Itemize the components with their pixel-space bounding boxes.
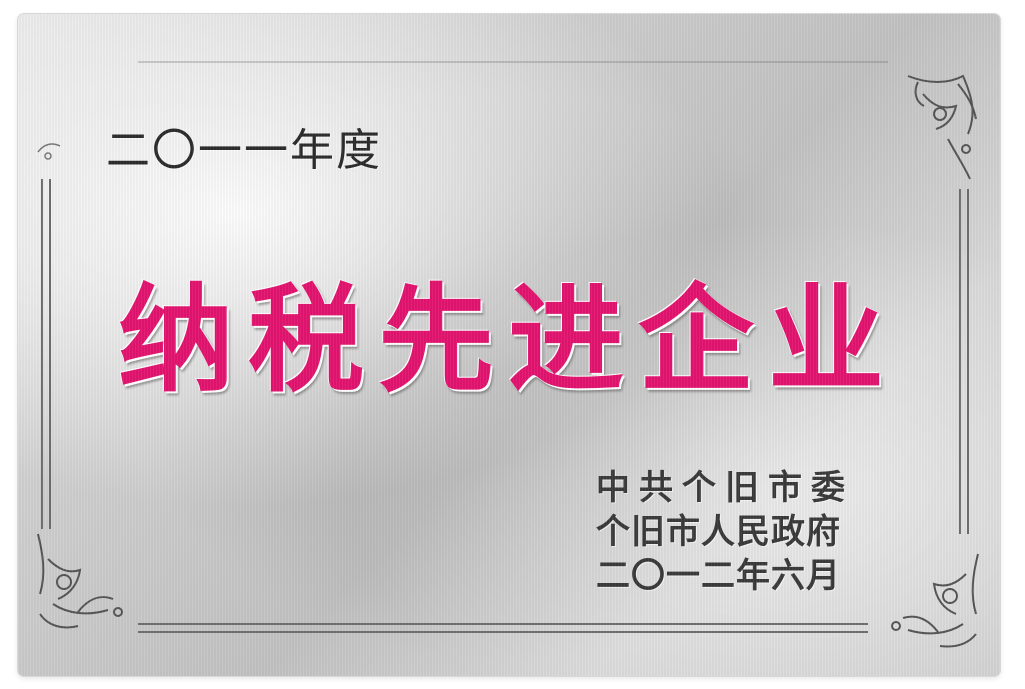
corner-ornament-top-right	[907, 74, 977, 180]
issue-date: 二〇一二年六月	[596, 556, 841, 596]
issuer-party-committee: 中共个旧市委	[596, 468, 854, 508]
corner-ornament-top-left	[37, 143, 61, 160]
issuer-government: 个旧市人民政府	[596, 512, 841, 552]
award-plaque: 二〇一一年度 纳税先进企业 中共个旧市委 个旧市人民政府 二〇一二年六月	[18, 14, 1000, 676]
year-heading: 二〇一一年度	[106, 125, 382, 176]
award-title: 纳税先进企业	[118, 273, 898, 408]
corner-ornament-bottom-left	[37, 533, 123, 629]
decorative-frame	[37, 61, 979, 648]
issuer-block: 中共个旧市委 个旧市人民政府 二〇一二年六月	[596, 466, 854, 598]
corner-ornament-bottom-right	[891, 553, 979, 648]
